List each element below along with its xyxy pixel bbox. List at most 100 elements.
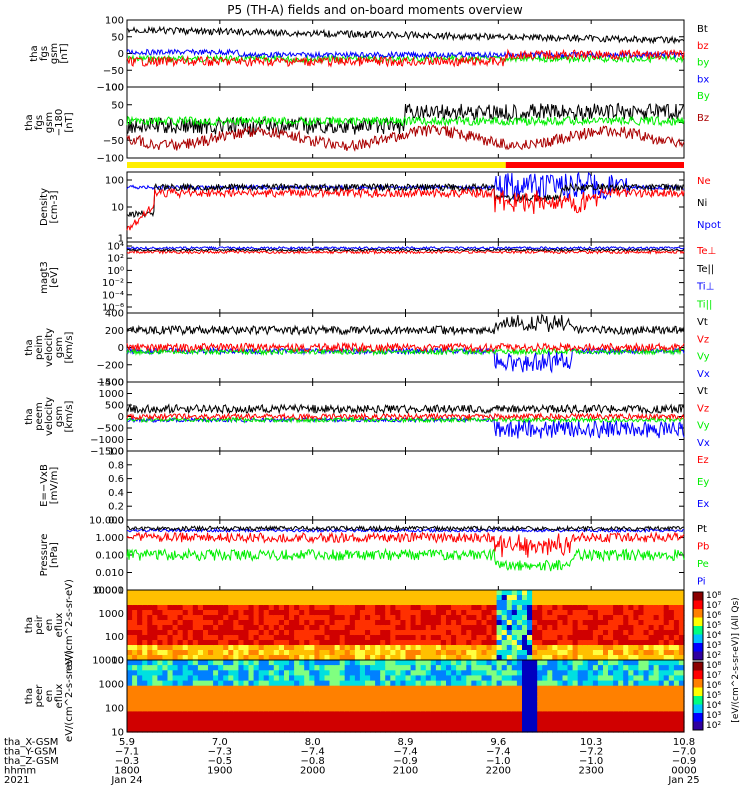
heatmap-cell [289, 590, 295, 596]
heatmap-cell [390, 721, 396, 728]
heatmap-cell [557, 706, 564, 712]
heatmap-cell [172, 615, 179, 621]
heatmap-cell [132, 690, 138, 697]
heatmap-cell [481, 675, 488, 682]
heatmap-cell [451, 645, 457, 651]
heatmap-cell [344, 595, 351, 601]
heatmap-cell [658, 600, 665, 606]
heatmap-cell [668, 615, 675, 621]
heatmap-cell [446, 605, 452, 611]
heatmap-cell [446, 600, 452, 606]
heatmap-cell [324, 640, 331, 646]
heatmap-cell [668, 645, 675, 651]
heatmap-cell [516, 696, 523, 702]
heatmap-cell [137, 650, 143, 656]
heatmap-cell [501, 635, 508, 641]
heatmap-cell [562, 655, 569, 661]
heatmap-cell [243, 665, 250, 671]
heatmap-cell [278, 600, 285, 606]
fgs-black-line [126, 25, 685, 45]
heatmap-cell [456, 645, 462, 651]
heatmap-cell [359, 680, 366, 687]
heatmap-cell [547, 640, 553, 646]
heatmap-cell [127, 640, 133, 646]
heatmap-cell [577, 706, 584, 712]
heatmap-cell [248, 610, 255, 616]
heatmap-cell [284, 680, 290, 687]
heatmap-cell [577, 701, 584, 707]
heatmap-cell [486, 690, 493, 697]
heatmap-cell [253, 706, 260, 712]
heatmap-cell [643, 680, 650, 687]
heatmap-cell [446, 716, 452, 723]
heatmap-cell [663, 660, 670, 666]
heatmap-cell [491, 655, 498, 661]
heatmap-cell [380, 595, 386, 601]
heatmap-cell [673, 640, 680, 646]
heatmap-cell [268, 706, 275, 712]
heatmap-cell [299, 645, 305, 651]
y-tick-label: 1.0 [108, 447, 124, 458]
heatmap-cell [476, 610, 483, 616]
heatmap-cell [152, 665, 158, 671]
heatmap-cell [289, 711, 295, 718]
heatmap-cell [334, 680, 341, 687]
heatmap-cell [197, 670, 204, 676]
heatmap-cell [638, 590, 645, 596]
heatmap-cell [552, 630, 558, 636]
heatmap-cell [354, 726, 361, 733]
heatmap-cell [547, 711, 553, 718]
heatmap-cell [258, 630, 265, 636]
heatmap-cell [177, 706, 184, 712]
heatmap-cell [562, 690, 569, 697]
heatmap-cell [603, 690, 609, 697]
heatmap-cell [213, 600, 219, 606]
heatmap-cell [127, 630, 133, 636]
heatmap-cell [633, 650, 640, 656]
heatmap-cell [349, 600, 356, 606]
heatmap-cell [167, 655, 174, 661]
heatmap-cell [456, 721, 462, 728]
y-tick-label: 1 [118, 234, 124, 245]
heatmap-cell [359, 590, 366, 596]
heatmap-cell [213, 665, 219, 671]
heatmap-cell [663, 670, 670, 676]
heatmap-cell [430, 665, 437, 671]
heatmap-cell [673, 680, 680, 687]
heatmap-cell [284, 675, 290, 682]
heatmap-cell [192, 690, 199, 697]
heatmap-cell [522, 721, 528, 728]
heatmap-cell [208, 635, 214, 641]
heatmap-cell [587, 615, 594, 621]
heatmap-cell [223, 685, 229, 692]
heatmap-cell [278, 675, 285, 682]
heatmap-cell [603, 670, 609, 676]
heatmap-cell [506, 726, 513, 733]
peim_velocity-black-line [126, 313, 685, 337]
heatmap-cell [208, 625, 214, 631]
heatmap-cell [400, 711, 407, 718]
heatmap-cell [613, 650, 619, 656]
heatmap-cell [243, 630, 250, 636]
heatmap-cell [273, 706, 280, 712]
heatmap-cell [400, 721, 407, 728]
heatmap-cell [268, 655, 275, 661]
heatmap-cell [678, 605, 685, 611]
heatmap-cell [577, 595, 584, 601]
heatmap-cell [289, 675, 295, 682]
heatmap-cell [501, 630, 508, 636]
heatmap-cell [552, 701, 558, 707]
heatmap-cell [284, 625, 290, 631]
heatmap-cell [577, 690, 584, 697]
heatmap-cell [522, 590, 528, 596]
heatmap-cell [663, 620, 670, 626]
heatmap-cell [618, 721, 624, 728]
heatmap-cell [603, 640, 609, 646]
heatmap-cell [132, 630, 138, 636]
heatmap-cell [623, 690, 629, 697]
heatmap-cell [248, 696, 255, 702]
heatmap-cell [152, 620, 158, 626]
heatmap-cell [592, 670, 599, 676]
heatmap-cell [299, 660, 305, 666]
heatmap-cell [466, 655, 472, 661]
